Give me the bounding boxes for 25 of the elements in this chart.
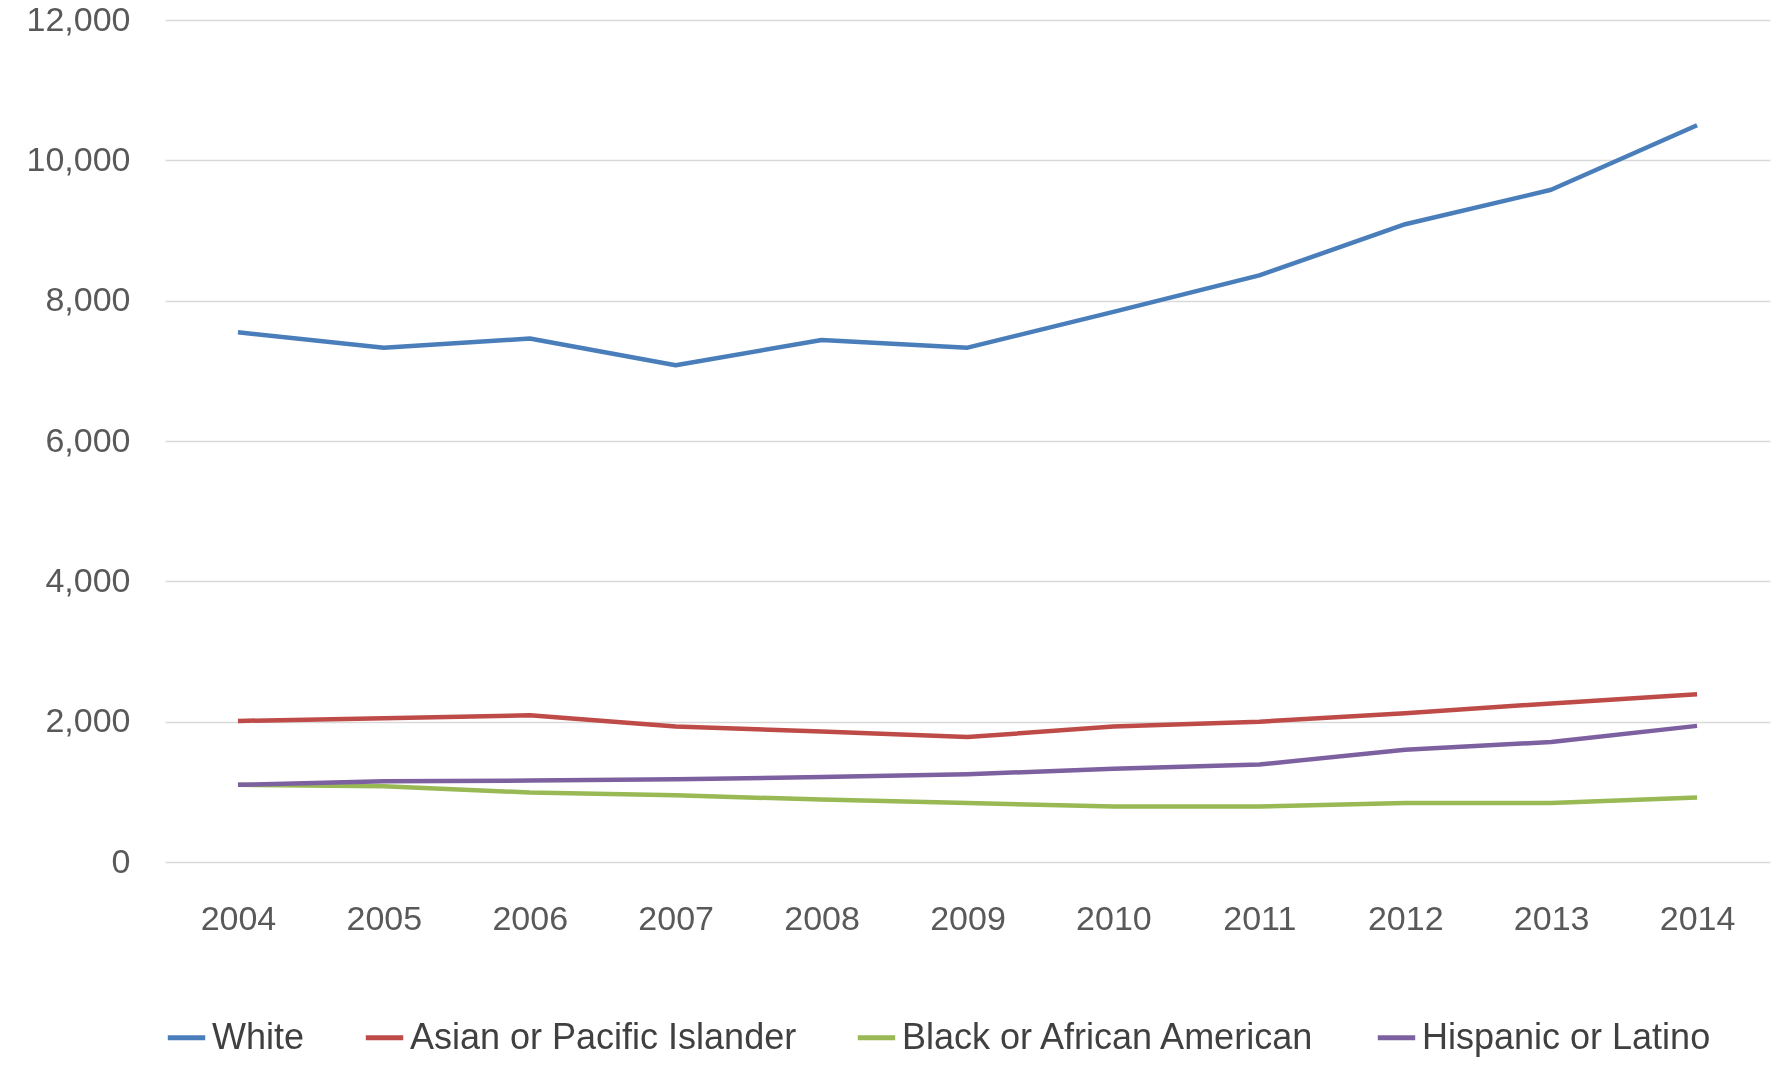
y-tick-label: 12,000 [26,0,131,38]
legend-label: Black or African American [902,1015,1313,1057]
x-tick-label: 2006 [492,898,569,937]
legend-label: Asian or Pacific Islander [410,1015,797,1057]
x-tick-label: 2012 [1367,898,1444,937]
x-tick-label: 2013 [1513,898,1590,937]
legend-label: White [212,1015,305,1057]
legend-label: Hispanic or Latino [1422,1015,1711,1057]
x-tick-label: 2014 [1659,898,1736,937]
x-tick-label: 2010 [1076,898,1152,937]
line-series [235,123,1700,368]
x-tick-label: 2007 [638,898,714,937]
x-tick-label: 2009 [930,898,1006,937]
x-tick-label: 2004 [200,898,277,937]
x-tick-label: 2005 [346,898,423,937]
y-tick-label: 0 [111,841,131,880]
y-tick-label: 10,000 [26,139,131,178]
y-tick-label: 2,000 [45,701,131,740]
line-series [235,723,1700,788]
x-tick-label: 2008 [784,898,860,937]
x-tick-label: 2011 [1223,898,1297,937]
y-tick-label: 8,000 [45,280,131,319]
y-tick-label: 6,000 [45,420,131,459]
line-series [235,692,1700,740]
y-tick-label: 4,000 [45,560,131,599]
